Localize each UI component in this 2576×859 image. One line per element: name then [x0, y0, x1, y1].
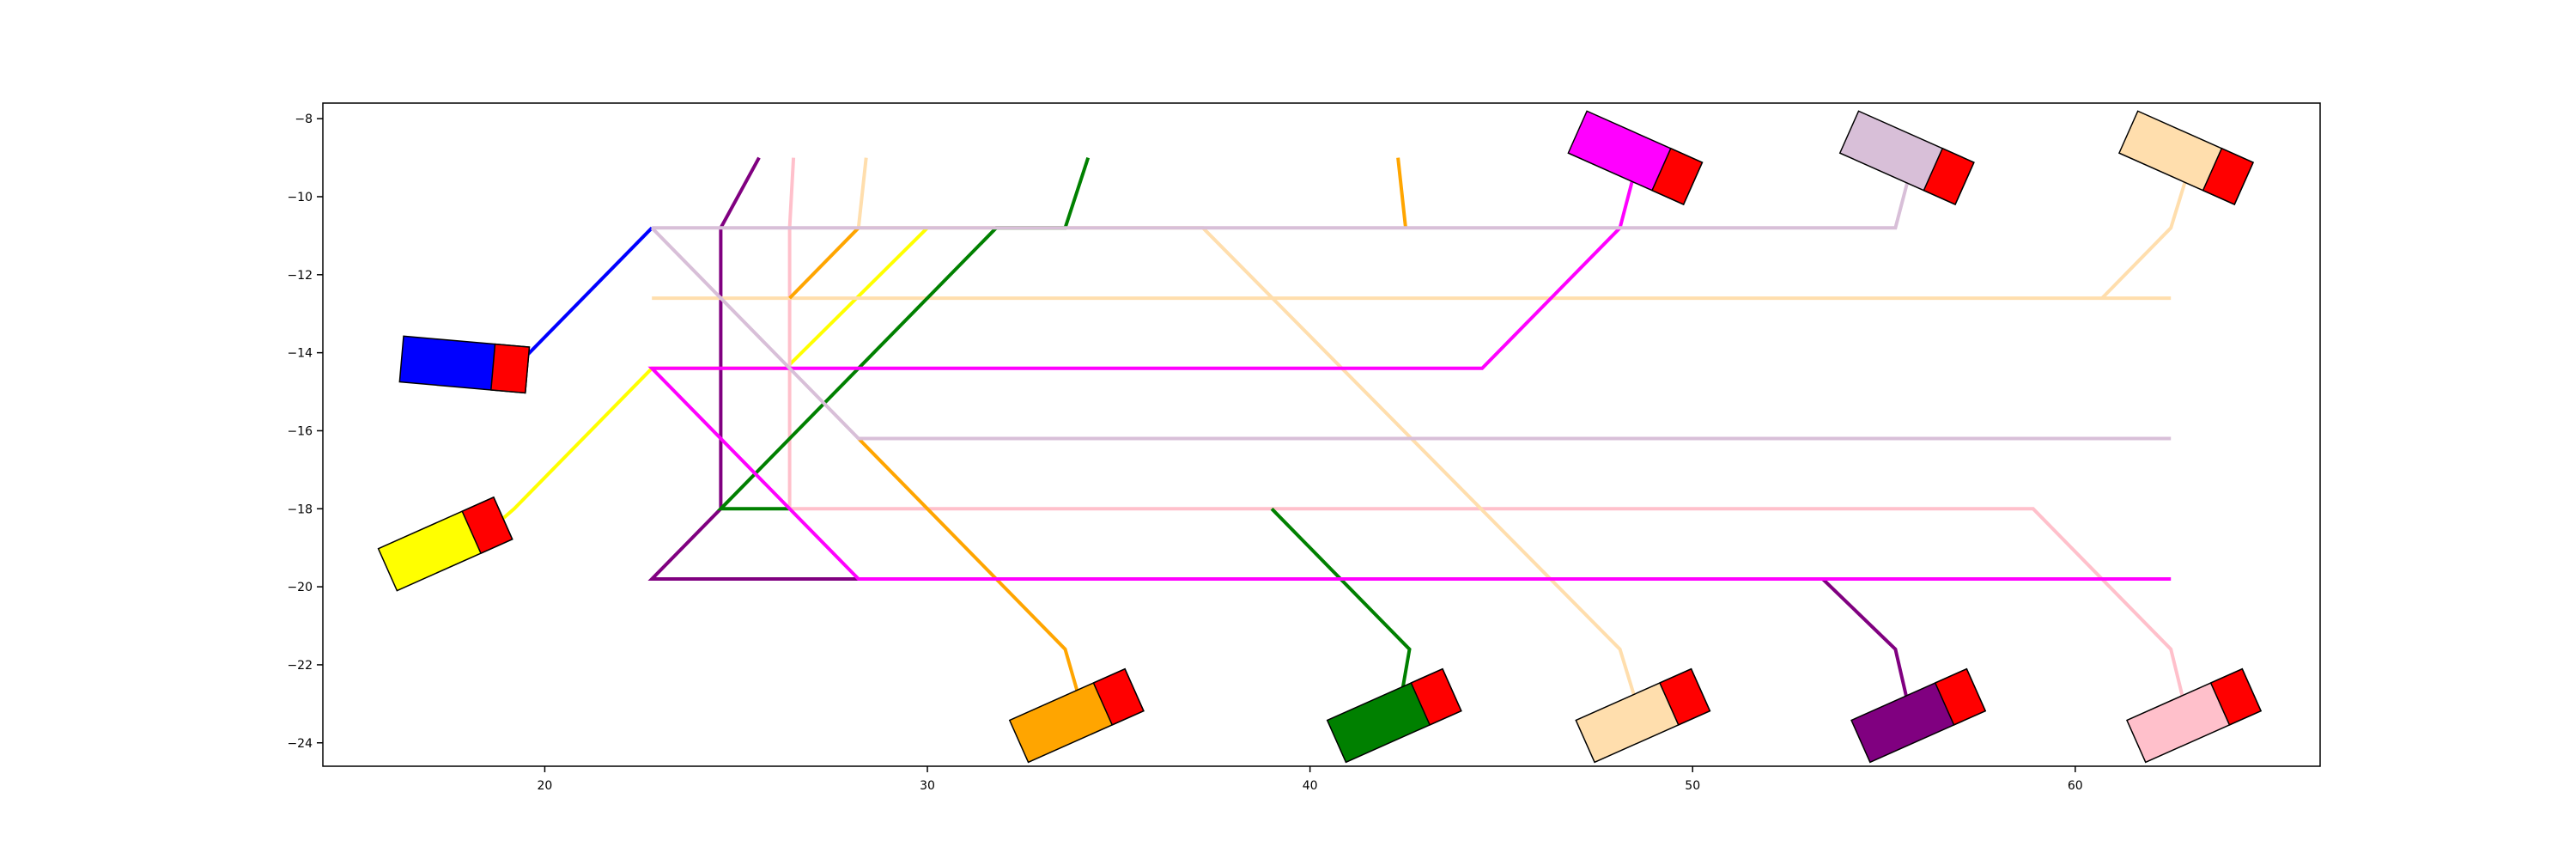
x-tick-label: 40 — [1303, 779, 1318, 793]
y-tick-label: −18 — [287, 503, 313, 516]
route-line-4 — [1821, 577, 1913, 716]
route-line-2 — [486, 226, 929, 534]
vehicle-6 — [1008, 667, 1145, 764]
vehicle-8 — [1575, 667, 1711, 764]
vehicle-front — [1410, 667, 1462, 726]
vehicles — [377, 110, 2263, 764]
route-line-9 — [788, 226, 860, 300]
vehicle-4 — [1838, 110, 1975, 205]
route-lines — [486, 156, 2192, 716]
y-tick-label: −8 — [295, 113, 313, 126]
plot-frame — [322, 102, 2321, 767]
vehicle-front — [2202, 147, 2254, 205]
x-tick-label: 60 — [2068, 779, 2083, 793]
vehicle-front — [461, 496, 513, 555]
y-tick-label: −14 — [287, 347, 313, 361]
route-line-15 — [652, 168, 1913, 230]
vehicle-front — [1651, 147, 1704, 205]
x-tick-label: 30 — [920, 779, 935, 793]
vehicle-10 — [2126, 667, 2263, 764]
y-axis: −8 −10 −12 −14 −16 −18 −20 −22 −24 — [287, 113, 323, 751]
vehicle-front — [490, 343, 531, 394]
route-line-16 — [650, 226, 2172, 441]
vehicle-1 — [398, 335, 531, 394]
y-tick-label: −24 — [287, 737, 313, 751]
route-line-13 — [1270, 507, 1412, 716]
x-tick-label: 50 — [1685, 779, 1700, 793]
route-line-6 — [856, 157, 1641, 712]
y-tick-label: −22 — [287, 659, 313, 673]
y-tick-label: −10 — [287, 191, 313, 204]
route-line-10 — [857, 437, 1086, 716]
vehicle-front — [1658, 667, 1711, 726]
route-line-12 — [716, 156, 1091, 511]
x-tick-label: 20 — [538, 779, 553, 793]
route-line-8 — [2100, 165, 2192, 300]
route-line-14 — [647, 168, 2172, 581]
vehicle-9 — [1850, 667, 1987, 764]
y-tick-label: −16 — [287, 424, 313, 438]
vehicle-front — [1092, 667, 1145, 726]
vehicle-7 — [1326, 667, 1462, 764]
y-tick-label: −12 — [287, 269, 313, 283]
vehicle-5 — [2117, 110, 2254, 205]
vehicle-3 — [1567, 110, 1704, 205]
x-axis: 20 30 40 50 60 — [538, 766, 2083, 793]
route-line-5 — [787, 157, 2188, 712]
vehicle-2 — [377, 496, 513, 592]
vehicle-front — [1923, 147, 1975, 205]
vehicle-front — [2209, 667, 2263, 726]
vehicle-front — [1934, 667, 1987, 726]
y-tick-label: −20 — [287, 581, 313, 594]
route-line-11 — [1396, 157, 1407, 228]
